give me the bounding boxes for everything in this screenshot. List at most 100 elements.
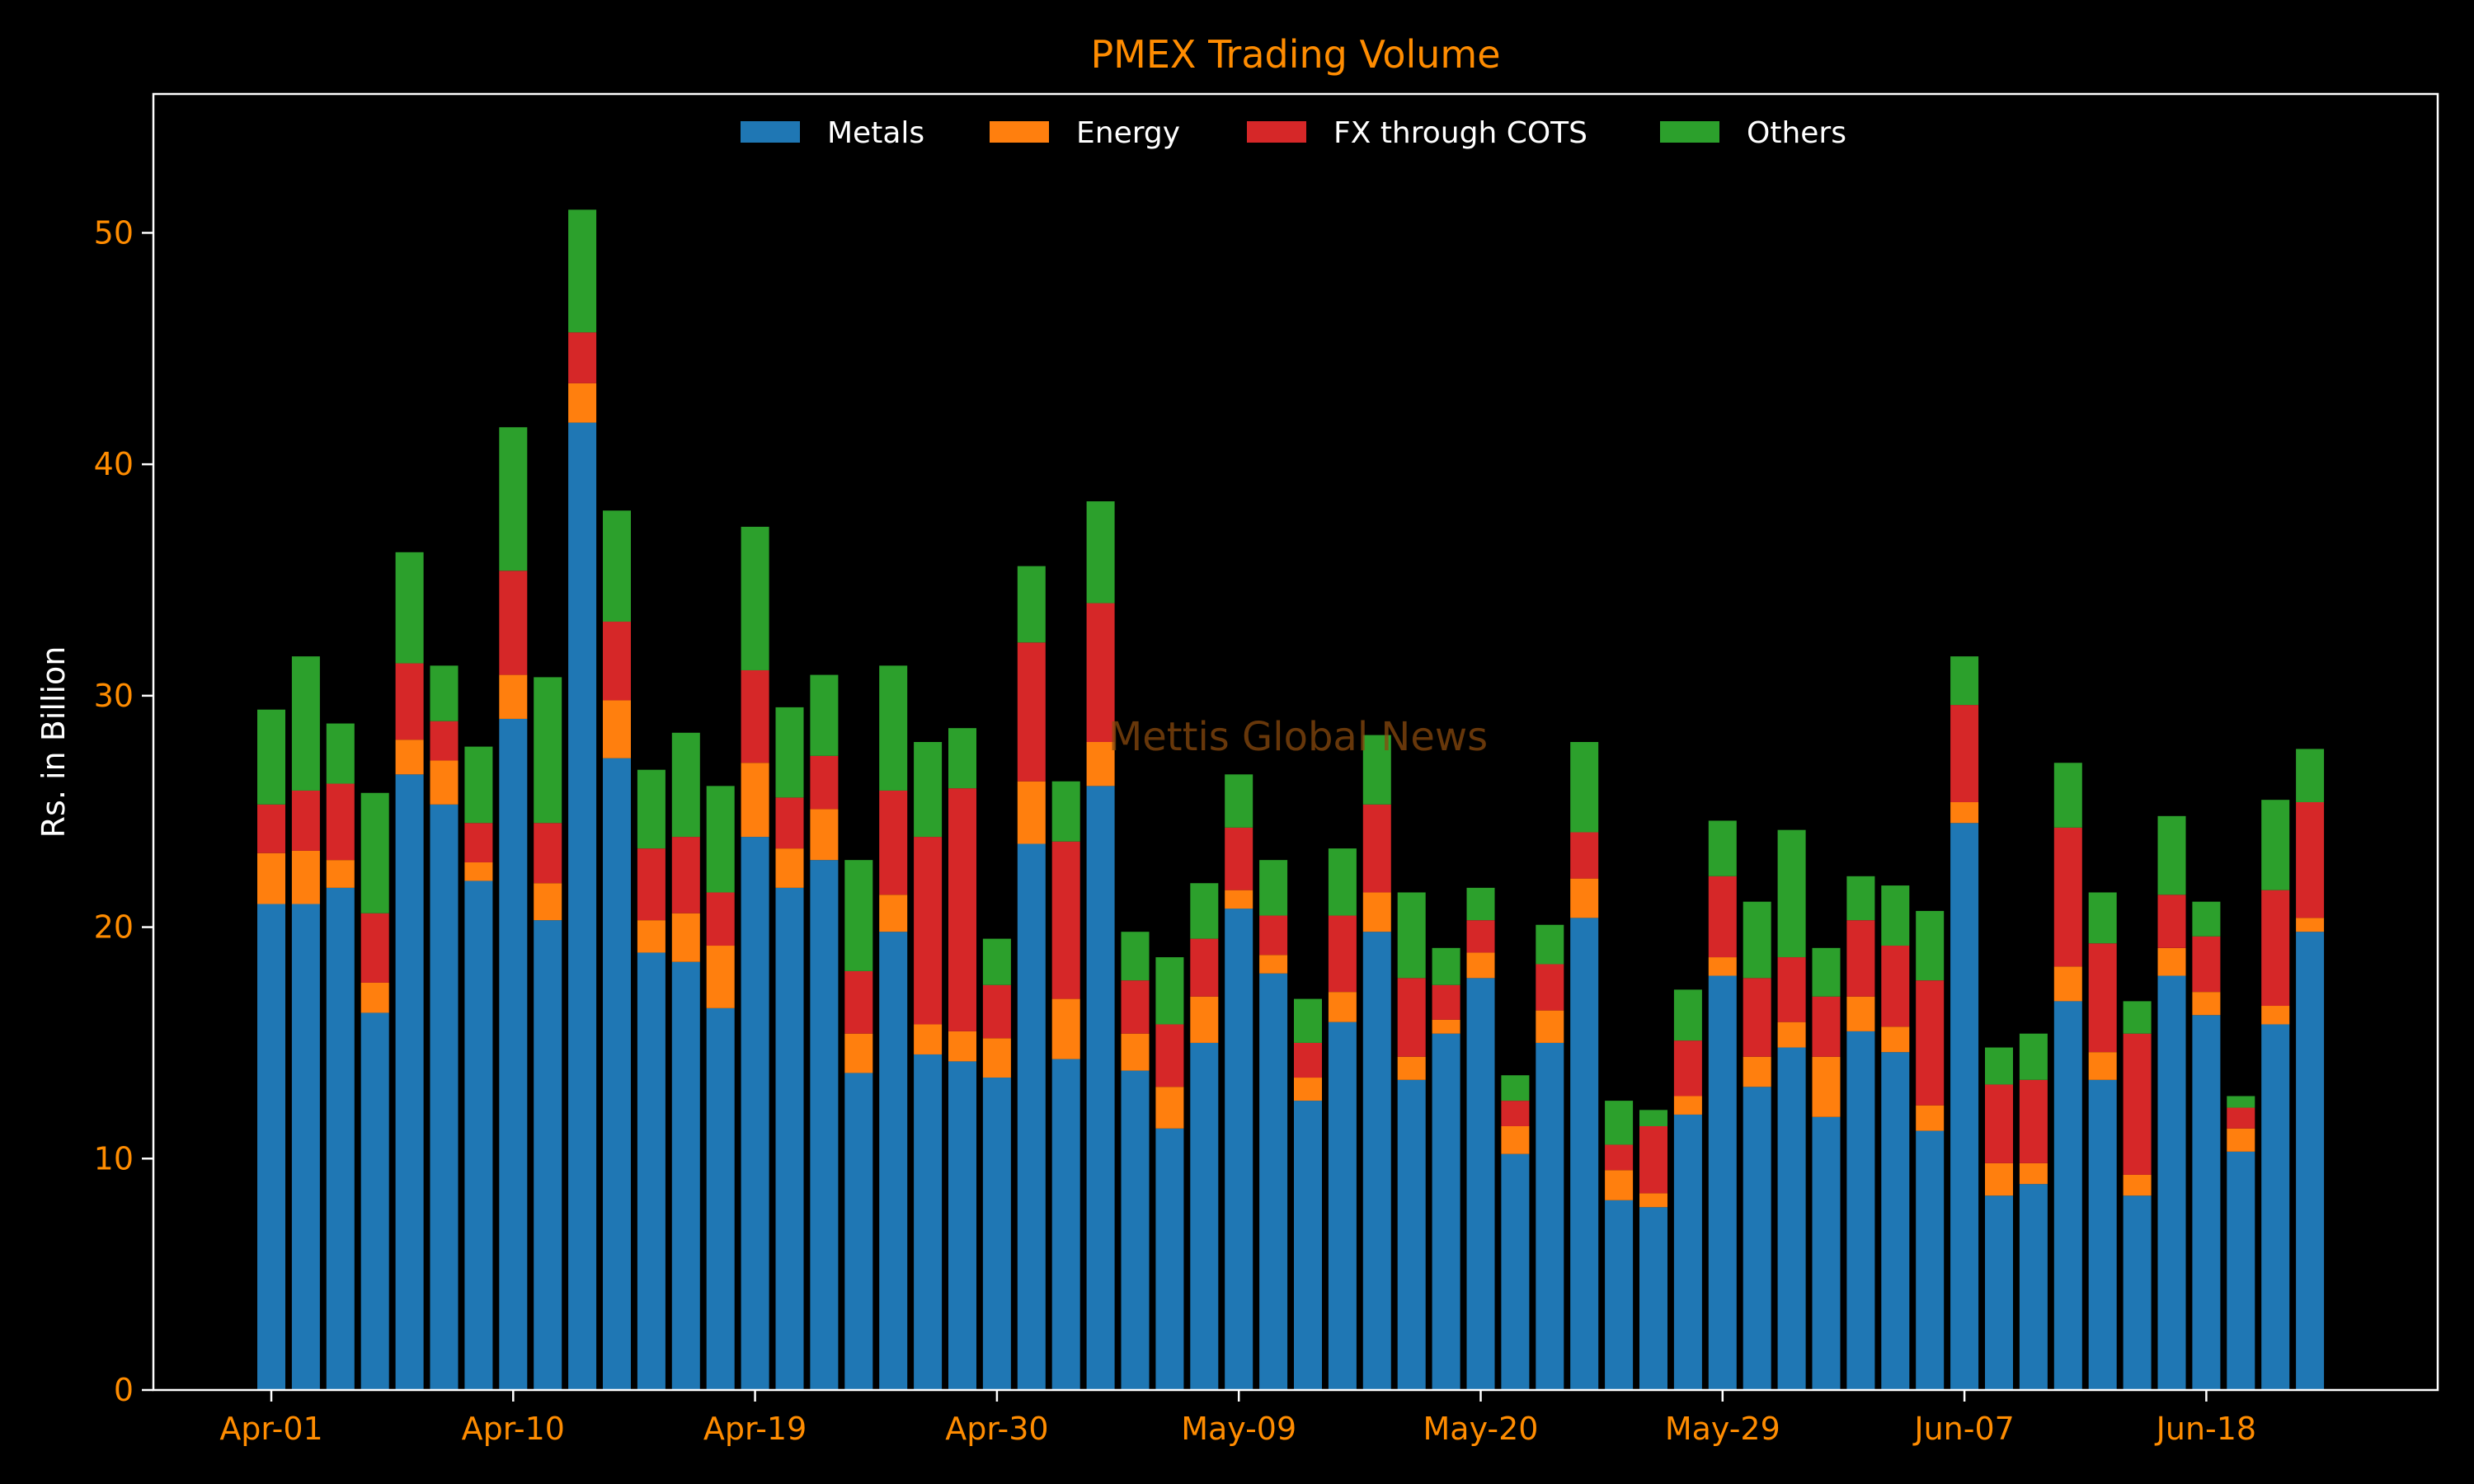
bar-segment-energy-38 [1570,878,1599,918]
bar-segment-others-22 [1017,566,1046,643]
bar-segment-others-10 [603,510,631,622]
bar-segment-others-43 [1743,901,1771,979]
bar-segment-fx-through-cots-35 [1466,920,1495,953]
bar-segment-metals-26 [1155,1128,1184,1390]
bar-segment-fx-through-cots-50 [1985,1084,2013,1163]
bar-segment-energy-51 [2019,1162,2048,1185]
bar-segment-others-17 [844,860,873,971]
bar-segment-others-28 [1225,774,1253,828]
bar-segment-others-14 [741,526,769,670]
bar-segment-fx-through-cots-39 [1605,1144,1634,1171]
bar-segment-fx-through-cots-57 [2227,1107,2255,1129]
y-tick-label: 10 [94,1140,134,1176]
bar-segment-others-58 [2261,800,2290,890]
bar-segment-metals-54 [2123,1195,2152,1390]
bar-segment-others-15 [775,707,804,798]
bar-segment-metals-35 [1466,978,1495,1390]
bar-segment-fx-through-cots-40 [1639,1125,1667,1194]
bar-segment-metals-38 [1570,918,1599,1390]
bar-segment-others-3 [360,792,389,913]
bar-segment-fx-through-cots-24 [1086,603,1115,742]
bar-segment-fx-through-cots-4 [395,663,424,740]
bar-segment-fx-through-cots-8 [534,823,562,884]
bar-segment-metals-39 [1605,1200,1634,1390]
bar-segment-metals-56 [2192,1015,2221,1390]
bar-segment-others-26 [1155,957,1184,1025]
bar-segment-others-4 [395,552,424,664]
bar-segment-fx-through-cots-27 [1190,938,1219,997]
bar-segment-metals-17 [844,1073,873,1390]
bar-segment-energy-37 [1536,1010,1564,1043]
bar-segment-fx-through-cots-20 [948,788,976,1031]
legend-swatch-others [1660,121,1719,143]
bar-segment-others-19 [914,742,943,838]
bar-segment-others-53 [2088,892,2117,944]
bar-segment-others-54 [2123,1001,2152,1034]
bar-segment-fx-through-cots-21 [982,984,1011,1039]
bar-segment-energy-2 [326,860,355,888]
bar-segment-metals-55 [2157,975,2186,1390]
bar-segment-metals-58 [2261,1024,2290,1390]
bar-segment-others-32 [1362,735,1391,805]
legend: Metals Energy FX through COTS Others [741,116,1846,150]
bar-segment-others-50 [1985,1047,2013,1085]
bar-segment-metals-31 [1328,1021,1357,1390]
y-tick-label: 30 [94,678,134,714]
bar-segment-energy-17 [844,1033,873,1073]
bar-segment-metals-28 [1225,909,1253,1390]
bar-segment-metals-23 [1051,1059,1080,1390]
bar-segment-others-11 [637,769,666,849]
legend-swatch-fx-through-cots [1247,121,1306,143]
bar-segment-energy-32 [1362,892,1391,932]
bar-segment-energy-36 [1501,1125,1530,1154]
x-tick-label: Jun-07 [1912,1411,2014,1447]
bar-segment-others-8 [534,677,562,824]
bar-segment-metals-46 [1846,1031,1875,1390]
bar-segment-energy-50 [1985,1162,2013,1196]
bar-segment-metals-48 [1916,1130,1945,1390]
bar-segment-energy-1 [291,850,320,904]
bar-segment-energy-7 [499,674,528,719]
bar-segment-metals-49 [1950,823,1979,1390]
legend-swatch-metals [741,121,800,143]
bar-segment-fx-through-cots-30 [1294,1042,1322,1078]
bar-segment-others-45 [1812,947,1841,997]
bar-segment-others-33 [1397,892,1426,979]
bar-segment-others-5 [430,665,459,721]
bar-segment-others-59 [2296,749,2325,802]
bar-segment-others-20 [948,728,976,789]
bar-segment-metals-24 [1086,786,1115,1390]
bar-segment-metals-32 [1362,932,1391,1390]
bar-segment-metals-18 [879,932,908,1390]
bar-segment-metals-20 [948,1061,976,1390]
bar-segment-fx-through-cots-48 [1916,980,1945,1106]
bar-segment-metals-45 [1812,1116,1841,1390]
bar-segment-energy-0 [257,852,285,904]
bar-segment-fx-through-cots-32 [1362,804,1391,893]
y-tick-label: 40 [94,446,134,482]
bar-segment-energy-58 [2261,1006,2290,1025]
bar-segment-energy-55 [2157,947,2186,976]
bar-segment-fx-through-cots-17 [844,970,873,1034]
bar-segment-fx-through-cots-52 [2053,827,2082,967]
bar-segment-fx-through-cots-6 [464,823,493,862]
bar-segment-fx-through-cots-23 [1051,841,1080,999]
bar-segment-metals-36 [1501,1153,1530,1390]
bar-segment-metals-59 [2296,932,2325,1390]
bar-segment-others-0 [257,709,285,805]
bar-segment-energy-52 [2053,966,2082,1002]
legend-label-energy: Energy [1076,116,1180,150]
bar-segment-others-25 [1121,932,1150,981]
bar-segment-metals-4 [395,774,424,1390]
bar-segment-metals-22 [1017,843,1046,1390]
bar-segment-fx-through-cots-38 [1570,832,1599,879]
bar-segment-metals-34 [1432,1033,1460,1390]
bar-segment-energy-59 [2296,918,2325,932]
bar-segment-metals-51 [2019,1184,2048,1390]
bar-segment-fx-through-cots-58 [2261,890,2290,1007]
bar-segment-fx-through-cots-42 [1708,876,1737,958]
bar-segment-others-23 [1051,781,1080,842]
bar-segment-metals-11 [637,952,666,1390]
bar-segment-energy-35 [1466,952,1495,979]
bar-segment-metals-0 [257,904,285,1390]
